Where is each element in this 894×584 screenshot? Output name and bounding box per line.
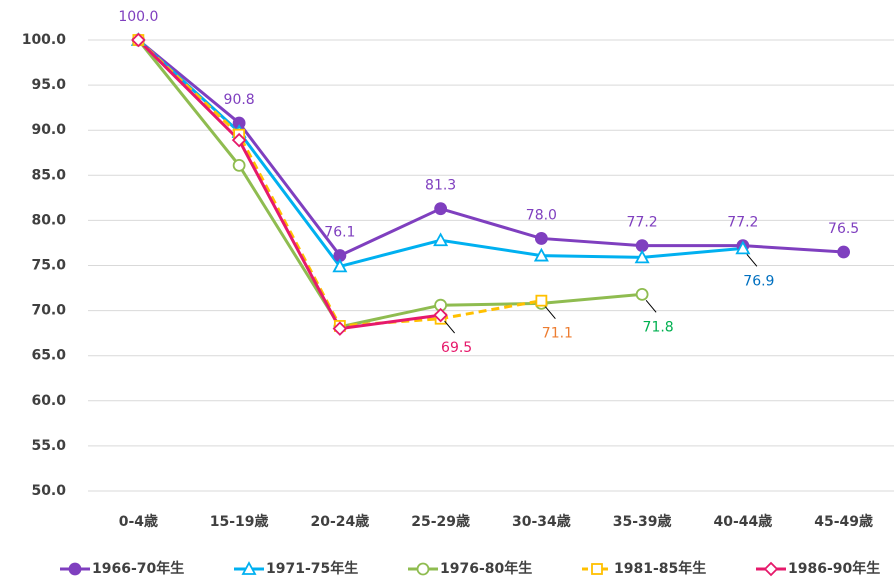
point	[434, 202, 448, 216]
legend-marker	[241, 561, 257, 575]
point	[231, 132, 247, 148]
y-tick-label: 100.0	[22, 32, 67, 48]
point	[534, 232, 548, 245]
legend-marker	[416, 562, 430, 576]
data-label: 77.2	[627, 215, 658, 231]
data-label: 90.8	[224, 92, 255, 108]
y-tick-label: 85.0	[31, 167, 66, 183]
point	[332, 321, 348, 336]
data-label: 81.3	[425, 178, 456, 194]
y-tick-label: 50.0	[31, 483, 66, 499]
series-line	[137, 39, 643, 329]
y-tick-label: 65.0	[31, 348, 66, 364]
legend-label: 1981-85年生	[614, 560, 706, 577]
leader-line	[544, 306, 556, 319]
point	[635, 287, 649, 301]
data-label: 76.9	[743, 273, 774, 289]
leader-line	[645, 300, 657, 313]
x-tick-label: 15-19歳	[210, 513, 269, 530]
point	[332, 258, 348, 273]
point	[433, 232, 449, 247]
series-line	[137, 38, 441, 331]
point	[735, 240, 751, 255]
data-label: 71.1	[542, 326, 573, 342]
y-tick-label: 70.0	[31, 303, 66, 319]
point	[433, 307, 448, 323]
point	[533, 247, 549, 262]
point	[131, 32, 146, 48]
point	[837, 245, 851, 259]
series-line	[137, 38, 542, 328]
legend-label: 1986-90年生	[788, 560, 880, 577]
data-label: 77.2	[727, 215, 758, 231]
point	[232, 158, 246, 172]
y-tick-label: 60.0	[31, 393, 66, 409]
legend-marker	[591, 563, 603, 575]
data-label: 71.8	[643, 319, 674, 335]
legend-label: 1976-80年生	[440, 560, 532, 577]
data-label: 76.1	[324, 225, 355, 241]
x-tick-label: 30-34歳	[512, 513, 571, 530]
data-label: 76.5	[828, 221, 859, 237]
y-tick-label: 55.0	[31, 438, 66, 454]
x-tick-label: 0-4歳	[119, 513, 158, 530]
y-tick-label: 90.0	[31, 122, 66, 138]
data-label: 100.0	[118, 9, 158, 25]
x-tick-label: 35-39歳	[613, 513, 672, 530]
legend-label: 1966-70年生	[92, 560, 184, 577]
point	[634, 249, 650, 264]
x-tick-label: 45-49歳	[814, 513, 873, 530]
point	[535, 294, 548, 307]
leader-line	[746, 254, 758, 267]
leader-line	[444, 320, 456, 334]
data-label: 69.5	[441, 340, 472, 356]
x-tick-label: 25-29歳	[411, 513, 470, 530]
x-tick-label: 20-24歳	[310, 513, 369, 530]
y-tick-label: 80.0	[31, 212, 66, 228]
data-label: 78.0	[526, 207, 557, 223]
x-tick-label: 40-44歳	[713, 513, 772, 530]
legend-label: 1971-75年生	[266, 560, 358, 577]
series-line	[137, 38, 844, 258]
legend-marker	[763, 561, 779, 577]
legend-marker	[68, 562, 82, 576]
y-tick-label: 95.0	[31, 77, 66, 93]
y-tick-label: 75.0	[31, 258, 66, 274]
